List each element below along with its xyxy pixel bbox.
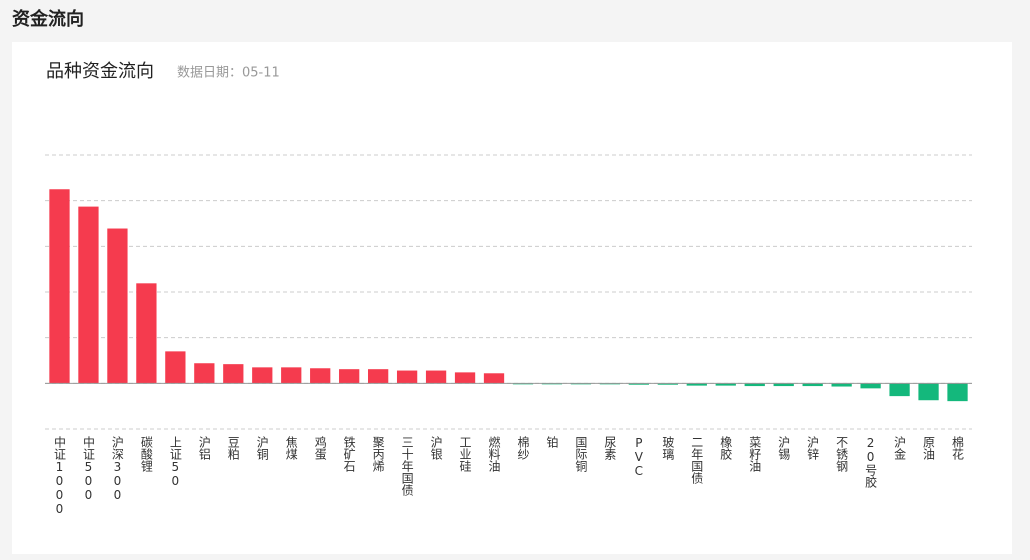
chart-subtitle: 数据日期：05-11: [177, 66, 280, 81]
x-tick-label: 焦煤: [284, 436, 298, 460]
x-tick-label: 沪银: [429, 436, 443, 460]
x-tick-label: 棉纱: [516, 436, 530, 460]
x-tick-label: 沪锡: [777, 436, 791, 461]
x-tick-label: 沪金: [893, 436, 907, 460]
x-tick-label: 原油: [922, 436, 936, 460]
bar: [339, 369, 360, 384]
bar: [744, 383, 765, 387]
bar: [483, 373, 505, 384]
x-tick-label: 沪铜: [255, 436, 269, 460]
x-tick-label: 国际铜: [574, 436, 588, 472]
x-tick-label: 中证500: [81, 435, 95, 502]
bar: [281, 367, 302, 384]
bar: [889, 383, 910, 397]
bar: [396, 370, 418, 384]
bar: [831, 383, 852, 387]
bar: [78, 206, 99, 384]
x-tick-label: 沪铝: [197, 436, 211, 460]
x-tick-label: 燃料油: [487, 435, 501, 472]
x-tick-label: 沪深300: [110, 436, 124, 502]
x-tick-label: 不锈钢: [835, 436, 849, 472]
x-tick-label: 沪锌: [806, 436, 820, 460]
bar: [136, 283, 157, 384]
x-tick-label: 棉花: [951, 436, 965, 461]
x-tick-label: 菜籽油: [748, 436, 762, 472]
x-tick-label: 碳酸锂: [139, 436, 153, 472]
bar: [107, 228, 128, 384]
bar: [194, 363, 215, 384]
x-tick-label: 三十年国债: [400, 436, 414, 496]
x-tick-label: 橡胶: [719, 436, 733, 461]
bar: [252, 367, 273, 384]
bar: [947, 383, 968, 402]
bar: [368, 369, 389, 384]
x-tick-label: 二年国债: [690, 436, 704, 484]
bar: [310, 368, 331, 384]
x-tick-label: 玻璃: [661, 436, 675, 461]
bar: [165, 351, 186, 384]
x-tick-label: 铁矿石: [342, 436, 356, 472]
x-tick-label: 中证1000: [52, 435, 66, 516]
x-tick-label: PVC: [632, 436, 646, 478]
bar: [49, 189, 70, 384]
x-tick-label: 豆粕: [226, 436, 240, 460]
bar: [773, 383, 794, 387]
bar: [454, 372, 476, 384]
page-title: 资金流向: [12, 8, 84, 30]
x-tick-label: 20号胶: [864, 436, 878, 489]
bar: [802, 383, 823, 387]
bar: [628, 383, 649, 385]
x-tick-label: 尿素: [603, 436, 617, 460]
bar: [686, 383, 707, 386]
bar: [657, 383, 678, 385]
bar: [425, 370, 447, 384]
x-tick-label: 鸡蛋: [313, 435, 327, 461]
card: [12, 42, 1012, 554]
x-tick-label: 聚丙烯: [371, 436, 385, 472]
x-tick-label: 上证50: [168, 436, 182, 488]
x-tick-label: 工业硅: [458, 436, 472, 472]
bar: [860, 383, 881, 389]
bar: [223, 364, 244, 384]
bar: [715, 383, 736, 386]
x-tick-label: 铂: [545, 435, 559, 448]
chart-title: 品种资金流向: [46, 61, 154, 82]
bar: [918, 383, 939, 401]
